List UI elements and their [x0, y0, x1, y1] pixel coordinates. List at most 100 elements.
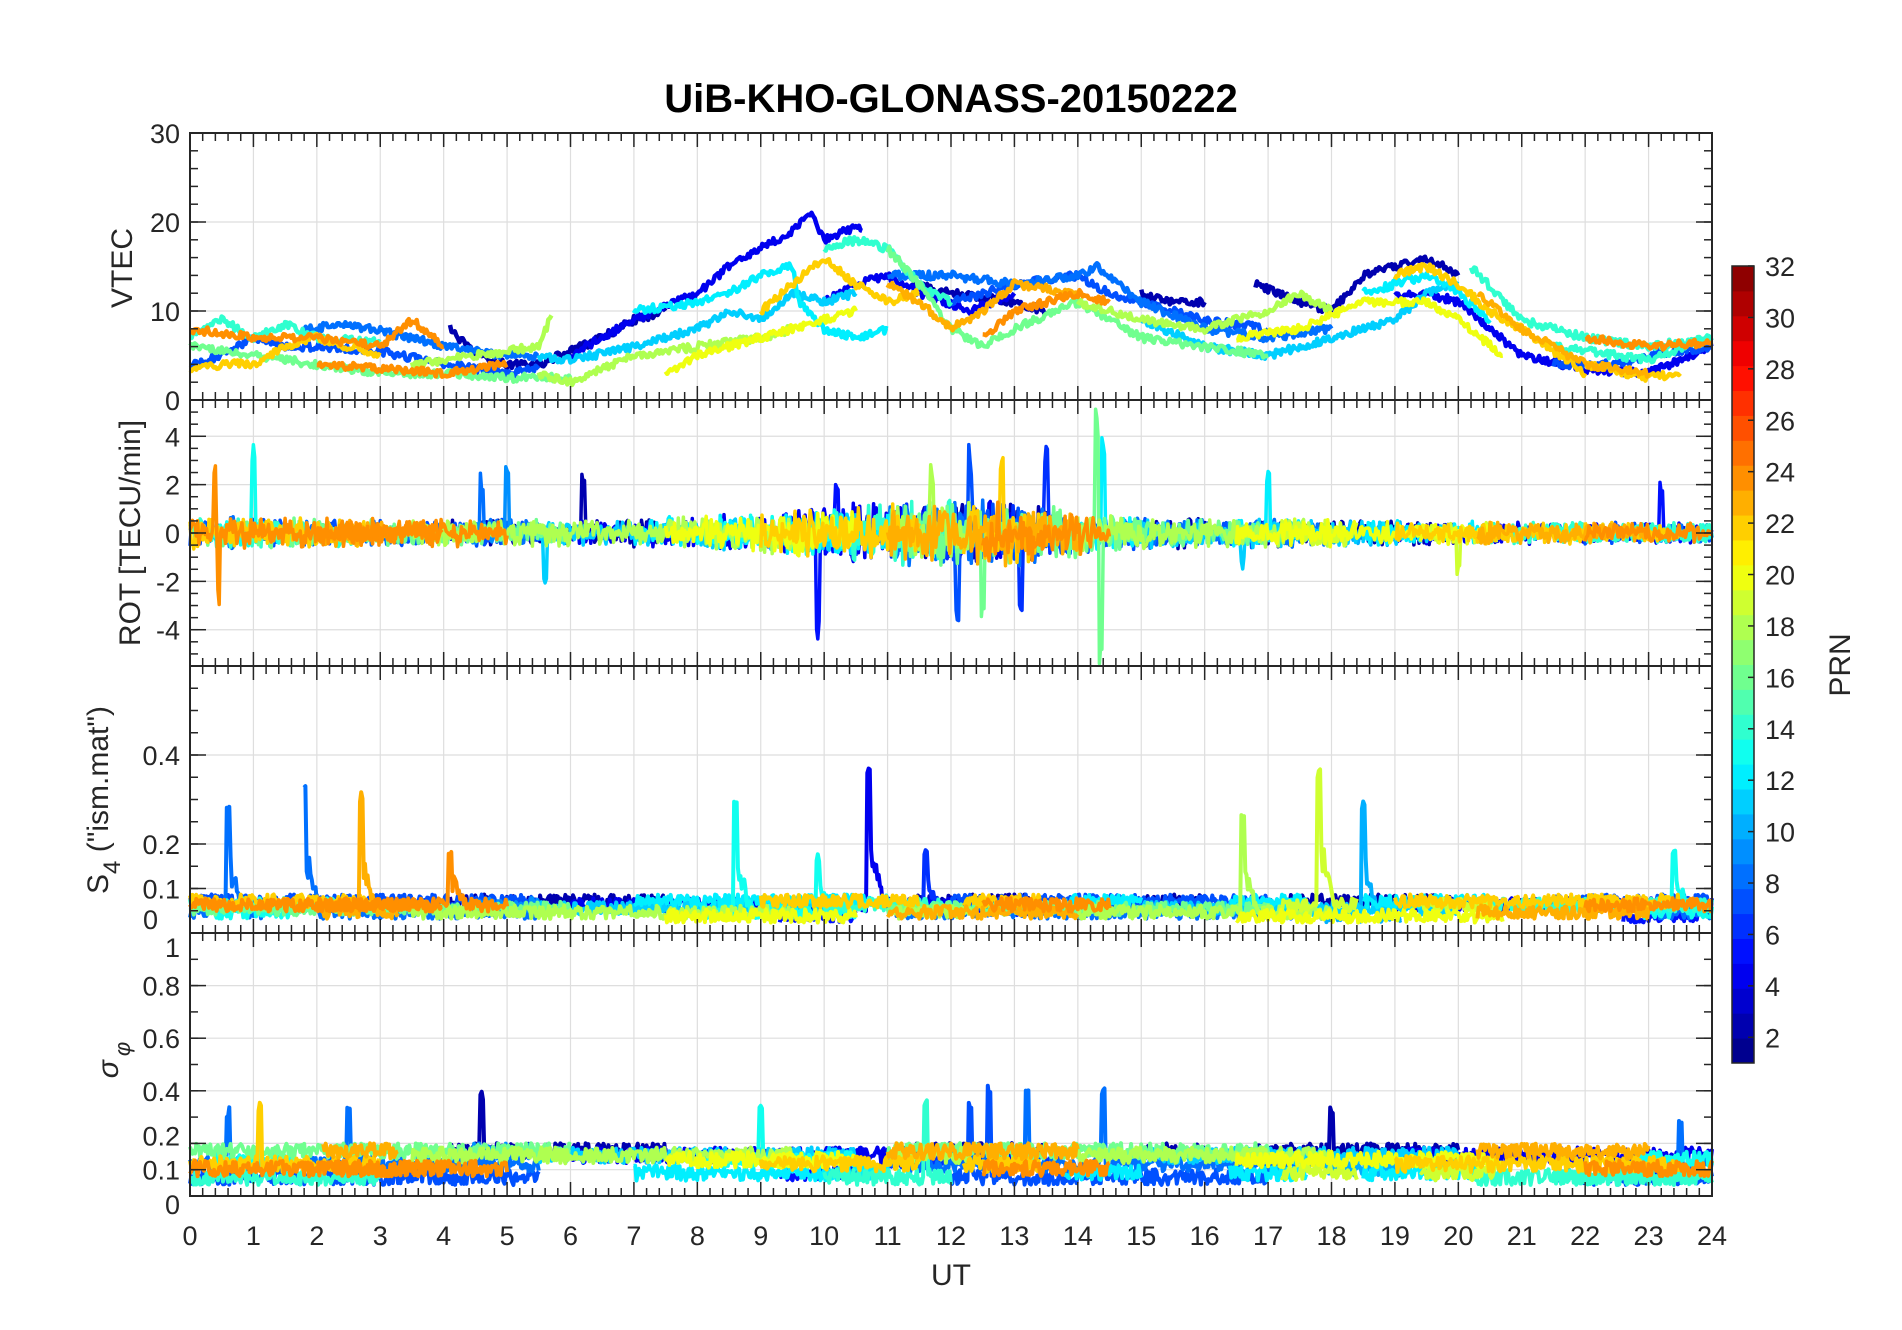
y-tick-label-vtec: 10 — [150, 297, 180, 327]
colorbar-tick-label: 14 — [1765, 715, 1795, 745]
colorbar-swatch — [1732, 689, 1754, 715]
x-tick-label: 15 — [1126, 1221, 1156, 1251]
colorbar-swatch — [1732, 739, 1754, 765]
ylabel-rot: ROT [TECU/min] — [114, 420, 147, 646]
vtec-line-prn-24 — [982, 287, 1111, 338]
y-tick-label-sigma: 0.8 — [142, 972, 180, 1002]
s4-line-prn-24 — [1583, 896, 1713, 914]
s4-line-prn-20 — [1235, 907, 1505, 925]
x-tick-label: 21 — [1507, 1221, 1537, 1251]
y-tick-label-s4: 0.1 — [142, 875, 180, 905]
rot-line-prn-24 — [315, 516, 509, 549]
x-tick-label: 3 — [373, 1221, 388, 1251]
colorbar-swatch — [1732, 465, 1754, 491]
colorbar-swatch — [1732, 813, 1754, 840]
s4-line-prn-24 — [981, 896, 1112, 914]
x-tick-label: 4 — [436, 1221, 451, 1251]
y-tick-label-vtec: 30 — [150, 119, 180, 149]
colorbar-swatch — [1732, 938, 1754, 964]
x-tick-label: 18 — [1316, 1221, 1346, 1251]
sigma-line-prn-24 — [315, 1158, 510, 1179]
colorbar-tick-label: 30 — [1765, 303, 1795, 333]
vtec-line-prn-23 — [885, 278, 1079, 333]
colorbar-swatch — [1732, 564, 1754, 591]
y-tick-label-sigma: 0.2 — [142, 1121, 180, 1151]
ylabel-sigma: σφ — [92, 1042, 135, 1078]
chart-title: UiB-KHO-GLONASS-20150222 — [664, 77, 1238, 121]
colorbar-swatch — [1732, 340, 1754, 367]
colorbar-swatch — [1732, 913, 1754, 939]
colorbar-tick-label: 28 — [1765, 355, 1795, 385]
x-tick-label: 10 — [809, 1221, 839, 1251]
y-tick-label-sigma: 0.1 — [142, 1156, 180, 1186]
y-tick-label-rot: -4 — [156, 616, 180, 646]
vtec-line-prn-22 — [758, 257, 920, 316]
colorbar-swatch — [1732, 266, 1754, 292]
x-tick-label: 12 — [936, 1221, 966, 1251]
axis-labels: 0102030-4-202400.10.20.400.10.20.40.60.8… — [142, 119, 1727, 1251]
vtec-line-prn-20 — [663, 305, 858, 377]
colorbar-tick-label: 4 — [1765, 972, 1780, 1002]
sigma-line-prn-22 — [758, 1154, 922, 1174]
vtec-line-prn-18 — [1075, 289, 1334, 335]
sigma-line-prn-23 — [1475, 1141, 1651, 1161]
y-tick-label-sigma: 0 — [165, 1190, 180, 1220]
ylabel-s4: S4 ("ism.mat") — [82, 706, 126, 894]
colorbar-swatch — [1732, 515, 1754, 541]
x-tick-label: 23 — [1634, 1221, 1664, 1251]
data-lines — [188, 210, 1714, 1187]
x-tick-label: 1 — [246, 1221, 261, 1251]
colorbar-swatch — [1732, 589, 1754, 616]
colorbar-swatch — [1732, 415, 1754, 441]
colorbar-tick-label: 20 — [1765, 561, 1795, 591]
vtec-line-prn-23 — [1476, 291, 1651, 379]
colorbar-swatch — [1732, 714, 1754, 740]
colorbar-swatch — [1732, 639, 1754, 665]
colorbar-swatch — [1732, 365, 1754, 392]
sigma-line-prn-18 — [410, 1145, 554, 1166]
colorbar-tick-label: 18 — [1765, 612, 1795, 642]
x-tick-label: 14 — [1063, 1221, 1093, 1251]
x-tick-label: 2 — [309, 1221, 324, 1251]
sigma-line-prn-24 — [981, 1158, 1111, 1178]
colorbar-tick-label: 22 — [1765, 509, 1795, 539]
y-tick-label-s4: 0.2 — [142, 830, 180, 860]
x-tick-label: 9 — [753, 1221, 768, 1251]
sigma-line-prn-20 — [1234, 1149, 1505, 1170]
y-tick-label-rot: 4 — [165, 422, 180, 452]
ylabel-vtec: VTEC — [106, 228, 139, 308]
colorbar-tick-label: 6 — [1765, 920, 1780, 950]
y-tick-label-rot: -2 — [156, 567, 180, 597]
vtec-line-prn-11 — [536, 288, 858, 365]
colorbar-swatch — [1732, 789, 1754, 815]
x-tick-label: 0 — [182, 1221, 197, 1251]
colorbar-tick-label: 2 — [1765, 1023, 1780, 1053]
colorbar-tick-label: 32 — [1765, 252, 1795, 282]
x-tick-label: 13 — [999, 1221, 1029, 1251]
vtec-line-prn-12 — [631, 261, 889, 342]
colorbar-tick-label: 26 — [1765, 406, 1795, 436]
vtec-line-prn-7 — [949, 270, 1270, 335]
x-tick-label: 19 — [1380, 1221, 1410, 1251]
colorbar-swatch — [1732, 614, 1754, 641]
s4-line-prn-19 — [1279, 767, 1359, 914]
x-tick-label: 7 — [626, 1221, 641, 1251]
y-tick-label-vtec: 20 — [150, 208, 180, 238]
colorbar-swatch — [1732, 290, 1754, 317]
y-tick-label-sigma: 1 — [165, 933, 180, 963]
x-tick-label: 20 — [1443, 1221, 1473, 1251]
sigma-line-prn-14 — [1551, 1167, 1714, 1187]
vtec-line-prn-22 — [188, 331, 382, 374]
colorbar-tick-label: 10 — [1765, 818, 1795, 848]
x-axis-label: UT — [931, 1259, 971, 1292]
y-tick-label-s4: 0.4 — [142, 741, 180, 771]
rot-line-prn-23 — [885, 500, 1080, 568]
colorbar-swatch — [1732, 764, 1754, 790]
sigma-line-prn-18 — [1075, 1145, 1333, 1166]
colorbar-frame — [1731, 265, 1755, 1064]
sigma-line-prn-24 — [1583, 1158, 1714, 1179]
x-tick-label: 5 — [500, 1221, 515, 1251]
colorbar-swatch — [1732, 838, 1754, 865]
colorbar-swatch — [1732, 863, 1754, 890]
